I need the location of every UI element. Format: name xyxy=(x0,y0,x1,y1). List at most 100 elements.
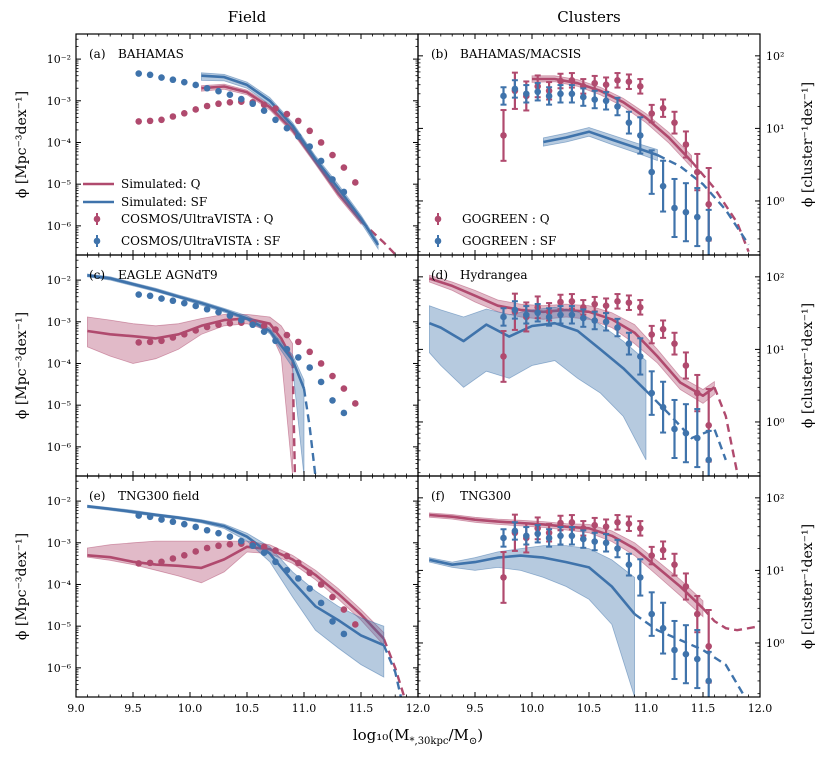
data-point-sf xyxy=(203,526,211,534)
data-point-sf xyxy=(523,90,530,98)
data-point-q xyxy=(306,127,314,135)
data-point-q xyxy=(169,113,177,120)
data-point-q xyxy=(682,362,690,369)
data-point-sf xyxy=(158,295,165,302)
data-point-q xyxy=(192,106,199,113)
data-point-q xyxy=(614,77,621,84)
y-tick-label: 10¹ xyxy=(766,564,784,577)
line-sf xyxy=(201,74,380,246)
y-tick-label: 10⁻⁵ xyxy=(47,178,71,191)
data-point-sf xyxy=(158,74,165,81)
data-point-sf xyxy=(146,292,154,300)
dashed-line-q xyxy=(702,607,760,632)
data-point-q xyxy=(135,118,142,125)
data-point-sf xyxy=(534,309,541,317)
data-point-sf xyxy=(671,204,678,212)
data-point-sf xyxy=(340,409,348,417)
data-point-sf xyxy=(534,88,541,96)
plot-area-b xyxy=(500,71,750,255)
data-point-sf xyxy=(659,624,667,632)
line-q xyxy=(429,513,704,610)
line-q xyxy=(428,277,716,398)
data-point-q xyxy=(694,389,701,397)
data-point-sf xyxy=(249,100,256,108)
data-point-q xyxy=(671,340,678,347)
data-point-q xyxy=(283,552,291,560)
data-point-q xyxy=(329,372,336,380)
legend-label-gogreen-q: GOGREEN : Q xyxy=(462,212,550,226)
x-tick-label: 12.0 xyxy=(748,702,773,715)
legend-marker-q xyxy=(93,215,101,223)
panel-label: (e) xyxy=(89,489,105,503)
legend-label-gogreen-sf: GOGREEN : SF xyxy=(462,234,556,248)
data-point-sf xyxy=(192,81,199,89)
data-point-q xyxy=(260,543,268,551)
panel-d: (d) Hydrangea 10² 10¹ 10⁰ ϕ [cluster⁻¹dex⁻¹] xyxy=(417,254,816,477)
data-point-q xyxy=(181,552,188,559)
data-point-sf xyxy=(682,650,690,658)
data-point-q xyxy=(352,621,359,628)
legend-label-obs-q: COSMOS/UltraVISTA : Q xyxy=(121,212,274,226)
data-point-sf xyxy=(694,434,701,442)
data-point-q xyxy=(272,547,279,554)
data-point-q xyxy=(203,544,211,552)
data-point-q xyxy=(340,164,348,171)
band-q xyxy=(531,75,692,169)
legend-clusters: GOGREEN : Q GOGREEN : SF xyxy=(434,212,556,248)
data-point-sf xyxy=(511,527,519,535)
data-point-sf xyxy=(317,378,325,386)
data-point-sf xyxy=(135,291,142,298)
panel-title: EAGLE AGNdT9 xyxy=(118,268,218,282)
data-point-sf xyxy=(591,96,598,103)
data-point-sf xyxy=(625,561,633,568)
data-point-sf xyxy=(226,533,234,540)
data-point-sf xyxy=(557,311,564,319)
data-point-q xyxy=(648,110,655,117)
x-tick-label: 9.5 xyxy=(124,702,142,715)
data-point-q xyxy=(614,519,621,526)
legend-marker-sf xyxy=(434,237,442,245)
y-tick-label: 10⁰ xyxy=(766,416,785,429)
x-tick-label: 9.0 xyxy=(67,702,85,715)
dashed-line-q xyxy=(360,220,398,255)
data-point-sf xyxy=(260,549,268,556)
panel-frame xyxy=(75,254,419,477)
data-point-sf xyxy=(215,529,222,537)
data-point-sf xyxy=(260,107,268,114)
data-point-sf xyxy=(682,208,690,216)
data-point-sf xyxy=(295,354,302,361)
band-sf xyxy=(201,72,379,251)
line-q xyxy=(532,77,693,163)
data-point-q xyxy=(192,548,199,555)
x-axis-label-main: log₁₀(M xyxy=(353,726,410,744)
data-point-sf xyxy=(648,168,655,176)
x-axis-label: log₁₀(M*,30kpc/M⊙) xyxy=(353,726,483,747)
data-point-sf xyxy=(283,566,291,574)
x-tick-label: 11.0 xyxy=(634,702,659,715)
panel-e: (e) TNG300 field 10⁻² 10⁻³ 10⁻⁴ 10⁻⁵ 10⁻⁶ ϕ [Mp… xyxy=(14,475,430,715)
dashed-line-q xyxy=(690,160,750,253)
line-sf xyxy=(429,554,636,615)
x-tick-label: 10.0 xyxy=(178,702,203,715)
panel-title: BAHAMAS xyxy=(118,47,184,61)
y-tick-label: 10⁻⁵ xyxy=(47,620,71,633)
band-sf xyxy=(87,504,385,678)
data-point-sf xyxy=(329,397,336,404)
data-point-q xyxy=(317,360,325,367)
x-tick-label: 10.5 xyxy=(235,702,260,715)
data-point-sf xyxy=(317,157,325,165)
x-tick-label: 10.0 xyxy=(520,702,545,715)
data-point-sf xyxy=(500,313,507,321)
data-point-q xyxy=(602,81,610,89)
data-point-sf xyxy=(238,316,245,324)
data-point-q xyxy=(203,323,211,331)
data-point-sf xyxy=(545,313,553,321)
data-point-q xyxy=(272,105,279,112)
data-point-q xyxy=(260,322,268,330)
y-axis-label-left: ϕ [Mpc⁻³dex⁻¹] xyxy=(14,91,30,198)
data-point-sf xyxy=(591,317,598,324)
data-point-sf xyxy=(545,92,553,100)
data-point-q xyxy=(705,200,712,208)
data-point-q xyxy=(352,400,359,407)
